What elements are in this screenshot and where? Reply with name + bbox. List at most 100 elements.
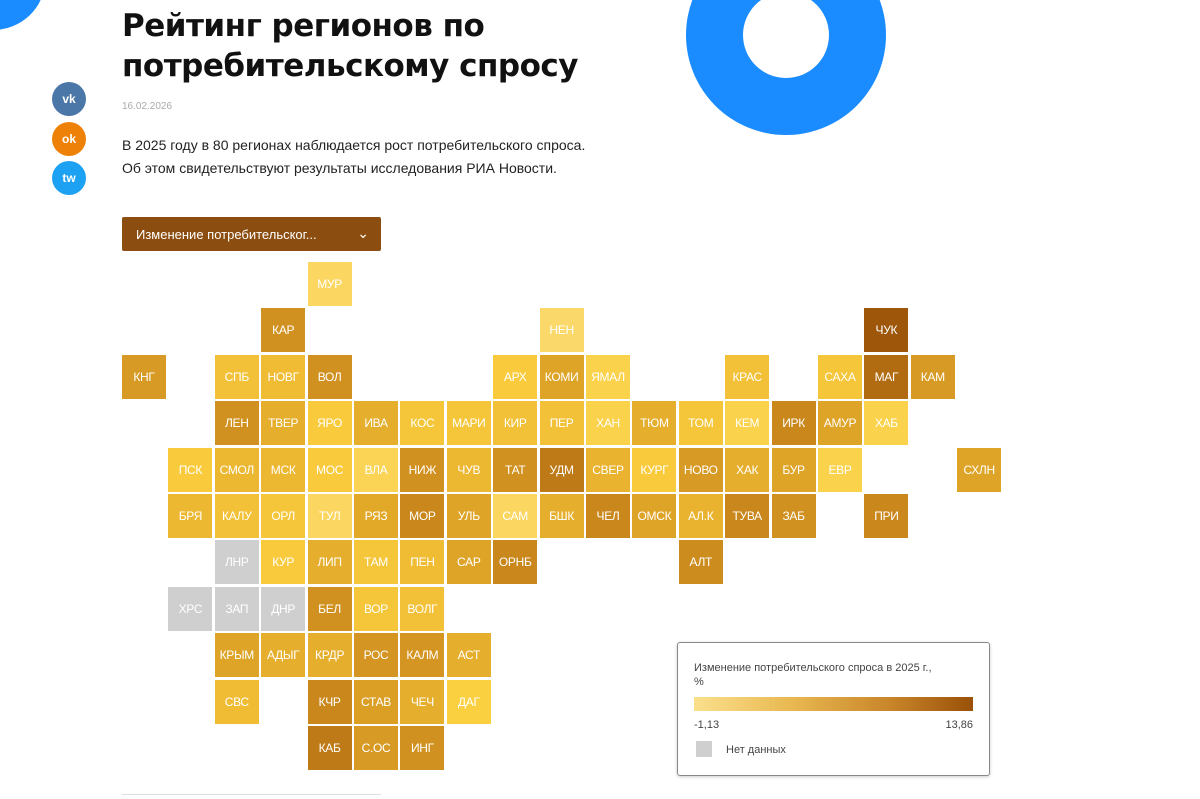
region-tile[interactable]: ТАТ [493,447,538,492]
region-tile[interactable]: С.ОС [354,726,398,770]
region-tile[interactable]: КАЛУ [214,494,259,538]
share-twitter-button[interactable]: tw [52,161,86,195]
region-tile[interactable]: КОС [400,401,445,446]
region-tile[interactable]: БРЯ [168,494,213,538]
region-tile[interactable]: СТАВ [354,679,398,724]
region-tile[interactable]: ПРИ [864,494,909,538]
region-tile[interactable]: ТАМ [354,540,398,585]
region-tile[interactable]: САР [446,540,491,585]
region-tile[interactable]: КИР [493,401,538,446]
region-tile[interactable]: СМОЛ [214,447,259,492]
region-tile[interactable]: ХАН [586,401,630,446]
region-tile[interactable]: РОС [354,633,398,678]
region-tile[interactable]: ЯРО [307,401,352,446]
region-tile[interactable]: ВОР [354,586,398,631]
region-tile[interactable]: МОР [400,494,445,538]
region-tile[interactable]: СХЛН [957,447,1002,492]
twitter-icon: tw [62,171,76,185]
region-tile[interactable]: УЛЬ [446,494,491,538]
region-tile[interactable]: СПБ [214,354,259,399]
region-tile[interactable]: ЕВР [818,447,862,492]
region-tile[interactable]: КЕМ [725,401,770,446]
nodata-label: Нет данных [726,744,786,756]
region-tile[interactable]: АРХ [493,354,538,399]
region-tile[interactable]: ЧУВ [446,447,491,492]
region-tile[interactable]: МАРИ [446,401,491,446]
region-tile[interactable]: КРДР [307,633,352,678]
region-tile[interactable]: КНГ [122,354,166,399]
region-tile[interactable]: БШК [539,494,584,538]
region-tile[interactable]: ХАБ [864,401,909,446]
indicator-select-label: Изменение потребительског... [136,226,317,242]
region-tile[interactable]: КРАС [725,354,770,399]
region-tile[interactable]: ИРК [771,401,816,446]
region-tile[interactable]: ПСК [168,447,213,492]
region-tile[interactable]: САМ [493,494,538,538]
indicator-select[interactable]: Изменение потребительског... ⌄ [122,217,381,251]
region-tile[interactable]: КАЛМ [400,633,445,678]
region-tile[interactable]: ТВЕР [261,401,306,446]
region-tile[interactable]: РЯЗ [354,494,398,538]
region-tile[interactable]: ТУЛ [307,494,352,538]
region-tile[interactable]: ЗАБ [771,494,816,538]
region-tile[interactable]: МСК [261,447,306,492]
share-vk-button[interactable]: vk [52,82,86,116]
region-tile[interactable]: ОРНБ [493,540,538,585]
region-tile[interactable]: КРЫМ [214,633,259,678]
region-tile[interactable]: ПЕР [539,401,584,446]
lead-text: В 2025 году в 80 регионах наблюдается ро… [122,134,585,180]
share-ok-button[interactable]: ok [52,122,86,156]
region-tile[interactable]: ДНР [261,586,306,631]
region-tile[interactable]: ХРС [168,586,213,631]
region-tile[interactable]: ЛЕН [214,401,259,446]
region-tile[interactable]: ДАГ [446,679,491,724]
region-tile[interactable]: ТЮМ [632,401,677,446]
region-tile[interactable]: ХАК [725,447,770,492]
region-tile[interactable]: ВОЛ [307,354,352,399]
nodata-swatch [696,741,712,757]
region-tile[interactable]: ЯМАЛ [586,354,630,399]
region-tile[interactable]: ВЛА [354,447,398,492]
region-tile[interactable]: КУРГ [632,447,677,492]
region-tile[interactable]: ЧЕЧ [400,679,445,724]
region-tile[interactable]: ТУВА [725,494,770,538]
region-tile[interactable]: ТОМ [678,401,723,446]
region-tile[interactable]: АСТ [446,633,491,678]
region-tile[interactable]: УДМ [539,447,584,492]
region-tile[interactable]: ЧЕЛ [586,494,630,538]
region-tile[interactable]: НИЖ [400,447,445,492]
region-tile[interactable]: НОВГ [261,354,306,399]
region-tile[interactable]: ЛНР [214,540,259,585]
region-tile[interactable]: ИНГ [400,726,445,770]
region-tile[interactable]: БУР [771,447,816,492]
region-tile[interactable]: ЗАП [214,586,259,631]
region-tile[interactable]: АМУР [818,401,862,446]
legend-title: Изменение потребительского спроса в 2025… [694,662,932,688]
region-tile[interactable]: КУР [261,540,306,585]
region-tile[interactable]: КАР [261,308,306,353]
region-tile[interactable]: ОРЛ [261,494,306,538]
region-tile[interactable]: МУР [307,262,352,306]
region-tile[interactable]: СВС [214,679,259,724]
region-tile[interactable]: АЛ.К [678,494,723,538]
region-tile[interactable]: ПЕН [400,540,445,585]
region-tile[interactable]: КАБ [307,726,352,770]
region-tile[interactable]: БЕЛ [307,586,352,631]
region-tile[interactable]: ЧУК [864,308,909,353]
region-tile[interactable]: ВОЛГ [400,586,445,631]
region-tile[interactable]: САХА [818,354,862,399]
region-tile[interactable]: НОВО [678,447,723,492]
region-tile[interactable]: ИВА [354,401,398,446]
region-tile[interactable]: КЧР [307,679,352,724]
region-tile[interactable]: НЕН [539,308,584,353]
region-tile[interactable]: КАМ [910,354,955,399]
region-tile[interactable]: ЛИП [307,540,352,585]
region-tile[interactable]: АЛТ [678,540,723,585]
region-tile[interactable]: СВЕР [586,447,630,492]
region-tile[interactable]: КОМИ [539,354,584,399]
region-tile[interactable]: МОС [307,447,352,492]
odnoklassniki-icon: ok [61,132,76,146]
region-tile[interactable]: АДЫГ [261,633,306,678]
region-tile[interactable]: МАГ [864,354,909,399]
region-tile[interactable]: ОМСК [632,494,677,538]
